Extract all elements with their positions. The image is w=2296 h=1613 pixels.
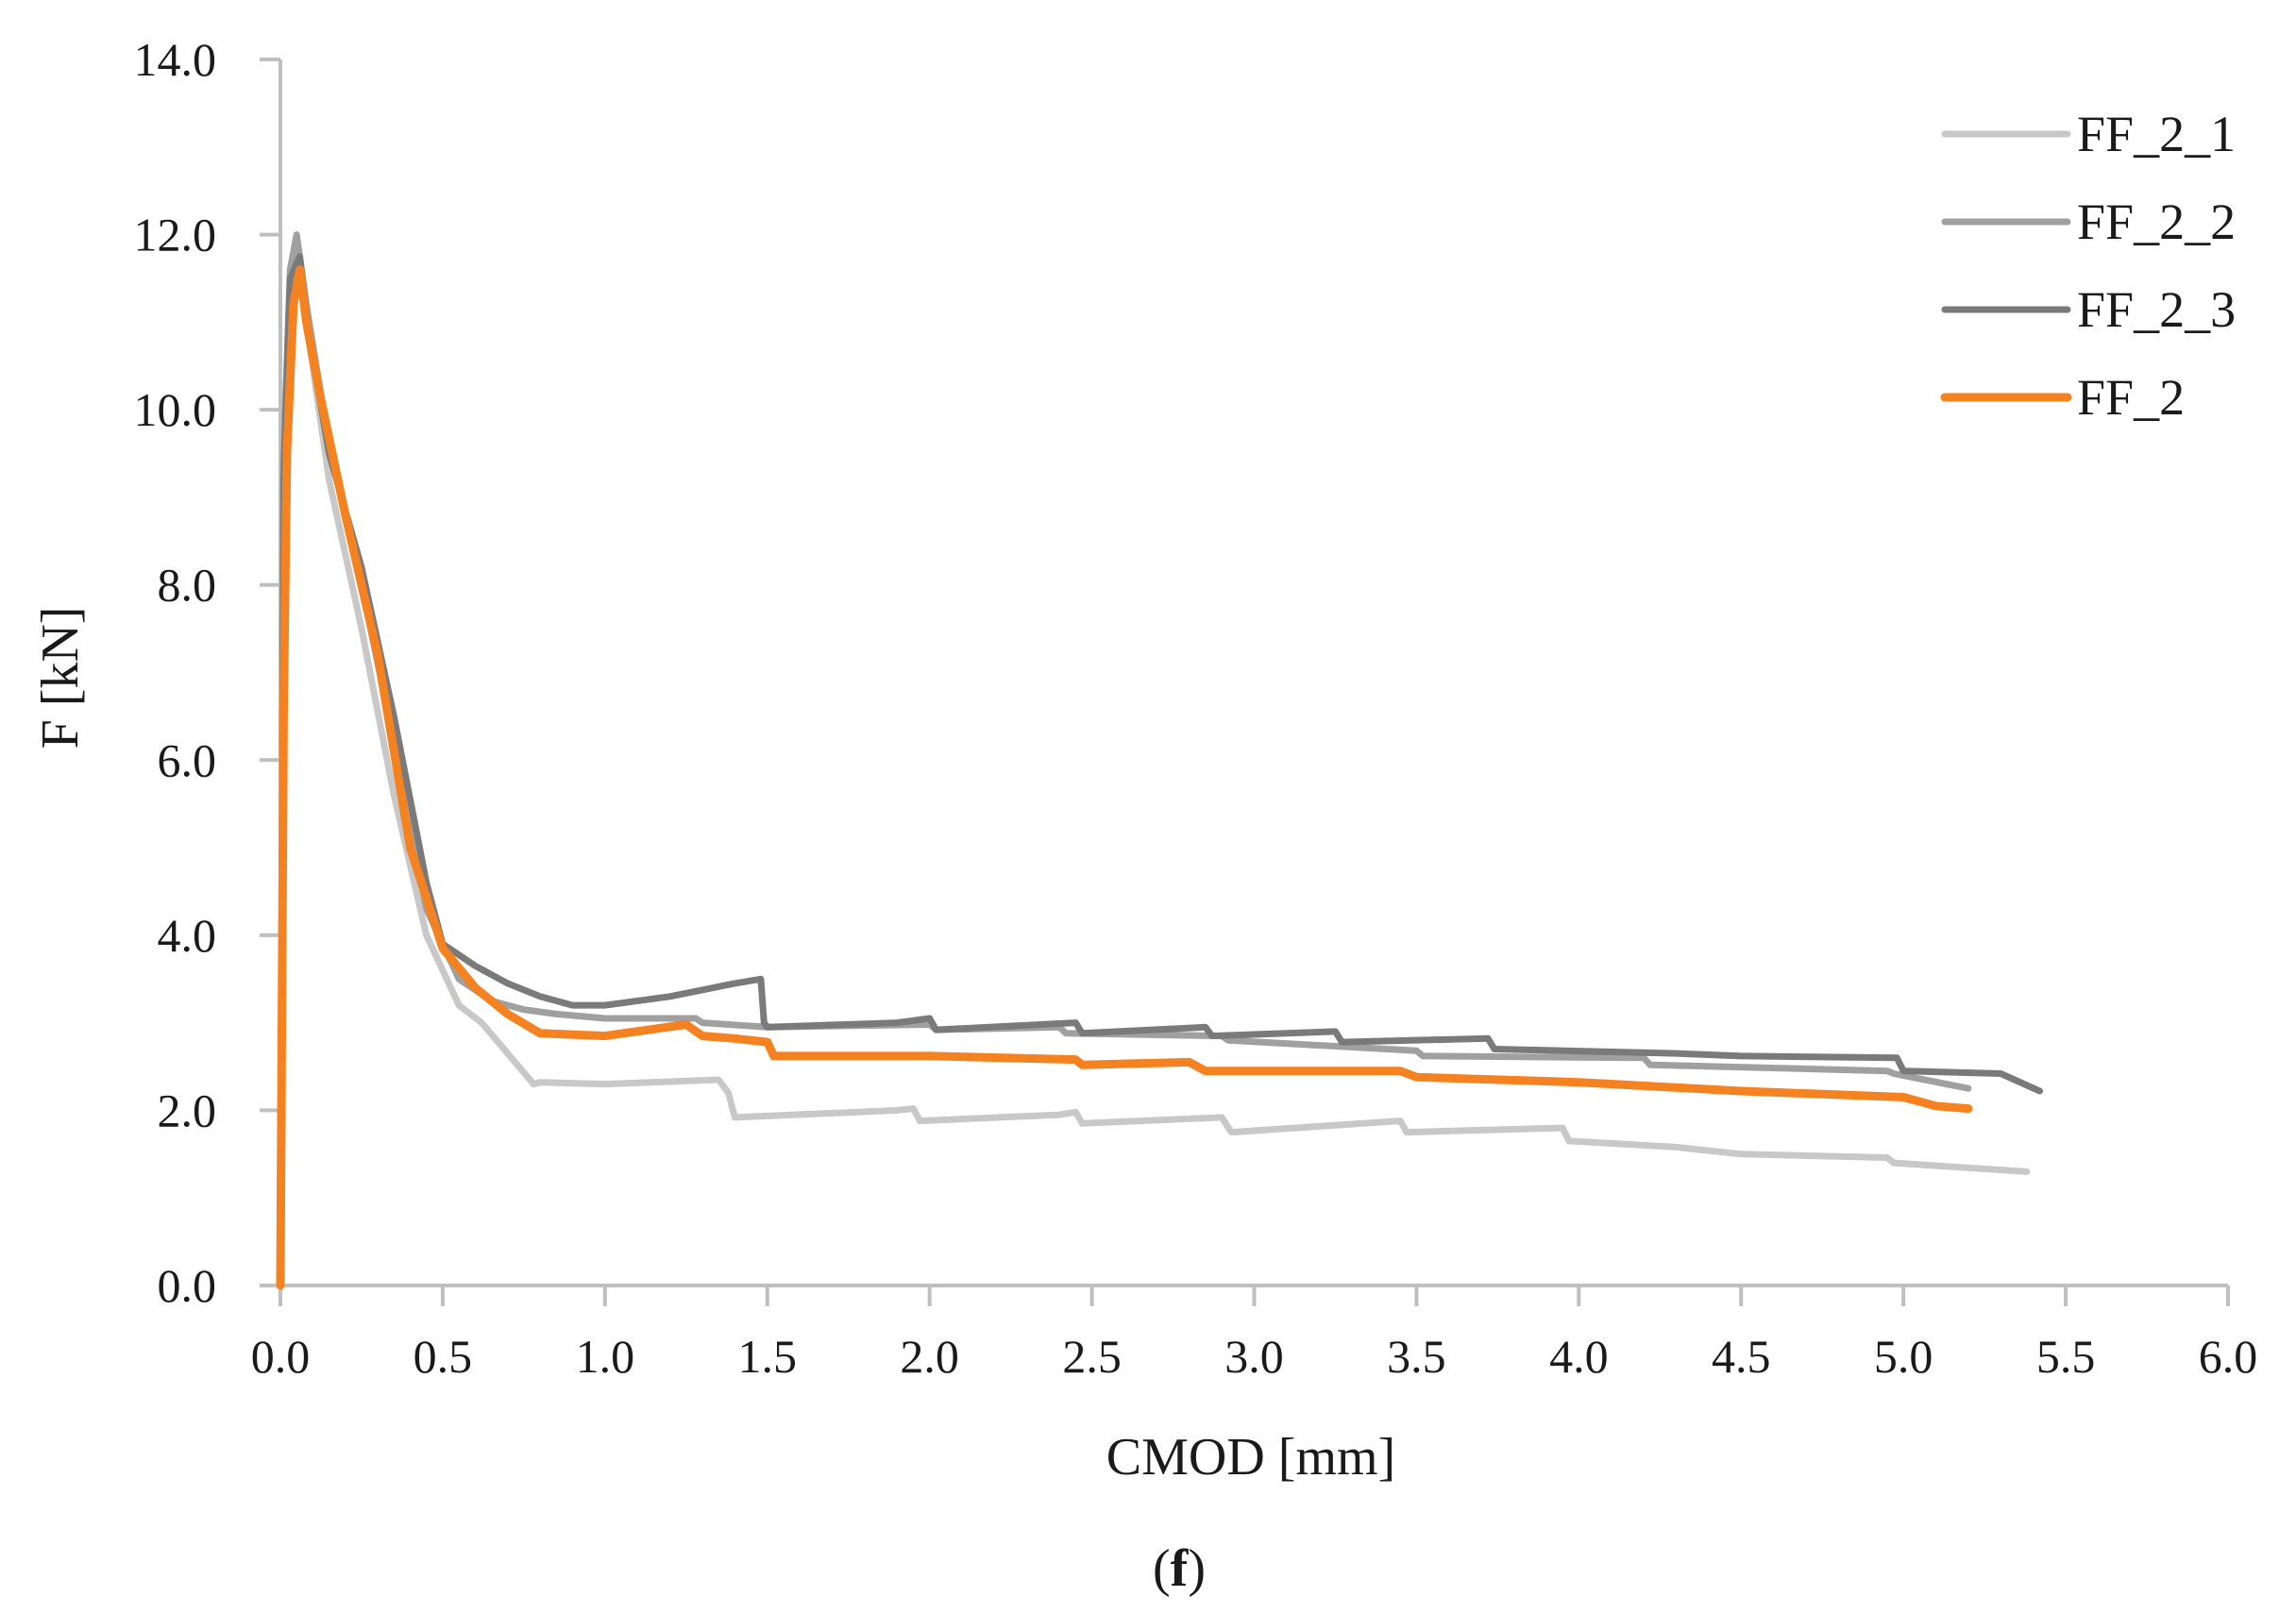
y-tick-label: 6.0 — [158, 733, 217, 786]
series-line — [276, 265, 1973, 1290]
legend-item: FF_2_2 — [1941, 193, 2236, 250]
series-line — [277, 231, 1972, 1289]
x-tick-label: 2.5 — [1062, 1330, 1122, 1383]
x-tick-label: 5.5 — [2036, 1330, 2096, 1383]
series-ff-2-2 — [277, 231, 1972, 1289]
series-line — [277, 248, 2031, 1289]
x-tick-label: 0.0 — [251, 1330, 311, 1383]
y-tick-label: 0.0 — [158, 1259, 217, 1312]
legend-label: FF_2_3 — [2077, 281, 2236, 338]
x-tick-label: 2.0 — [900, 1330, 959, 1383]
y-tick-label: 10.0 — [134, 383, 217, 436]
series-ff-2-3 — [277, 253, 2044, 1289]
caption-open: ( — [1153, 1539, 1171, 1598]
x-tick-label: 5.0 — [1874, 1330, 1933, 1383]
caption-close: ) — [1188, 1539, 1206, 1598]
y-tick-label: 8.0 — [158, 559, 217, 612]
x-tick-label: 1.5 — [738, 1330, 798, 1383]
legend-label: FF_2 — [2077, 369, 2185, 426]
y-tick-label: 4.0 — [158, 909, 217, 962]
x-tick-label: 6.0 — [2199, 1330, 2258, 1383]
legend-item: FF_2_1 — [1941, 106, 2236, 162]
y-axis-ticks: 0.0 2.0 4.0 6.0 8.0 10.0 12.0 14.0 — [134, 33, 280, 1312]
y-axis-title: F [kN] — [31, 607, 90, 749]
legend-label: FF_2_1 — [2077, 106, 2236, 162]
y-tick-label: 14.0 — [134, 33, 217, 86]
x-tick-label: 3.0 — [1224, 1330, 1284, 1383]
legend: FF_2_1 FF_2_2 FF_2_3 FF_2 — [1940, 106, 2236, 426]
y-tick-label: 2.0 — [158, 1084, 217, 1136]
legend-item: FF_2_3 — [1941, 281, 2236, 338]
caption-letter: f — [1171, 1539, 1190, 1598]
series-ff-2-1 — [277, 248, 2031, 1289]
x-tick-label: 1.0 — [576, 1330, 635, 1383]
figure-caption: (f) — [1153, 1539, 1206, 1598]
x-tick-label: 4.0 — [1549, 1330, 1609, 1383]
x-axis-title: CMOD [mm] — [1106, 1428, 1395, 1487]
x-tick-label: 0.5 — [414, 1330, 473, 1383]
legend-item: FF_2 — [1940, 369, 2185, 426]
x-tick-label: 3.5 — [1387, 1330, 1446, 1383]
axes: 0.0 2.0 4.0 6.0 8.0 10.0 12.0 14.0 0.0 0.5 1.0 1.5… — [134, 33, 2258, 1383]
series-line — [277, 253, 2044, 1289]
legend-label: FF_2_2 — [2077, 193, 2236, 250]
series-ff-2 — [276, 265, 1973, 1290]
series-group — [276, 231, 2044, 1290]
x-tick-label: 4.5 — [1712, 1330, 1771, 1383]
y-tick-label: 12.0 — [134, 209, 217, 261]
x-axis-ticks: 0.0 0.5 1.0 1.5 2.0 2.5 3.0 3.5 4.0 4.5 5.0 5.5 6.0 — [251, 1285, 2258, 1383]
